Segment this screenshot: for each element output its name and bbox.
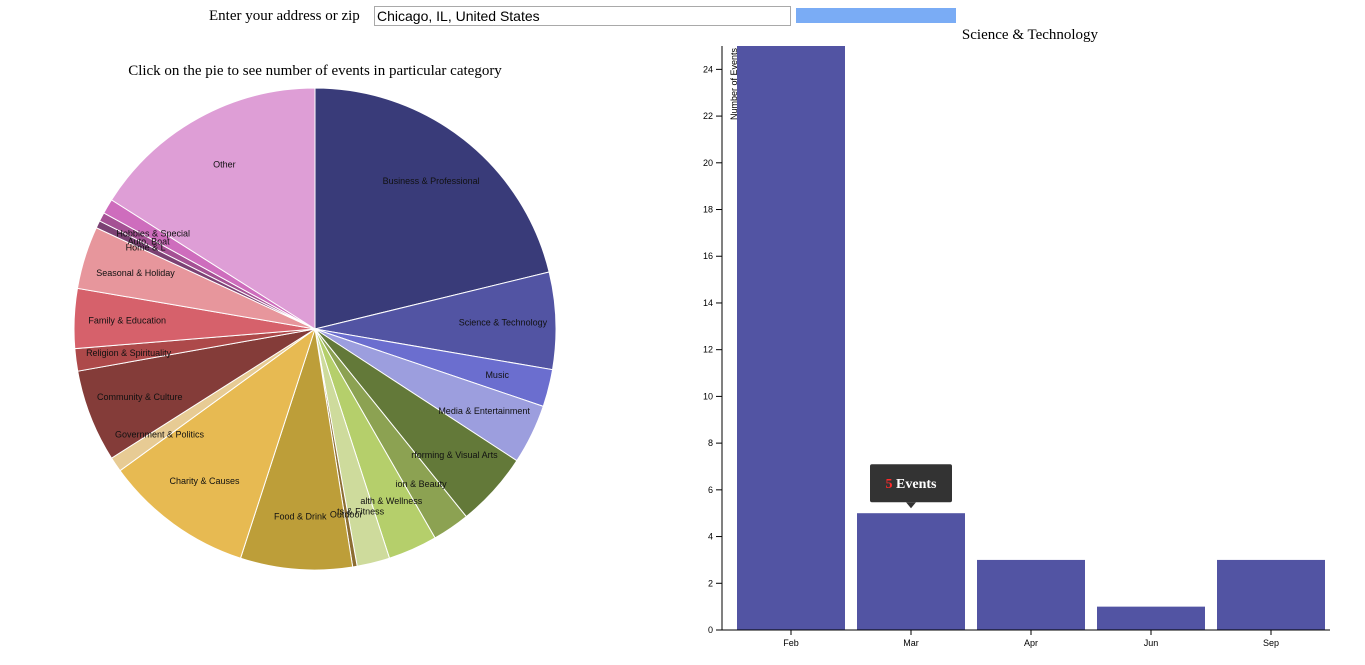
pie-slices[interactable] [73,87,557,571]
bar-chart-title: Science & Technology [962,27,1099,43]
pie-label-auto-boat-air: Auto, Boat [128,237,171,247]
y-tick-label: 2 [708,578,713,588]
pie-slice-charity-causes[interactable] [119,327,316,559]
bars[interactable] [737,46,1325,630]
pie-label-hobbies-special-interest: Hobbies & Special [116,228,190,238]
pie-label-community-culture: Community & Culture [97,392,183,402]
tooltip-suffix: Events [893,477,938,492]
x-tick-label: Mar [903,638,919,648]
y-tick-label: 14 [703,298,713,308]
bar-apr[interactable] [977,559,1085,630]
y-tick-label: 16 [703,251,713,261]
y-tick-label: 6 [708,485,713,495]
y-tick-label: 12 [703,345,713,355]
bar-feb[interactable] [737,46,845,630]
y-tick-label: 20 [703,158,713,168]
address-label: Enter your address or zip [209,8,360,24]
x-tick-label: Apr [1024,638,1038,648]
pie-label-seasonal-holiday: Seasonal & Holiday [96,268,175,278]
pie-slice-other[interactable] [110,87,316,330]
pie-slice-food-drink[interactable] [239,328,354,571]
y-tick-label: 22 [703,111,713,121]
tooltip-arrow [906,502,916,509]
bar-mar[interactable] [857,513,965,630]
pie-label-health-wellness: alth & Wellness [360,496,422,506]
y-tick-label: 10 [703,391,713,401]
y-tick-label: 8 [708,438,713,448]
x-axis: Feb Mar Apr Jun Sep [722,629,1330,648]
pie-label-religion-spirituality: Religion & Spirituality [86,348,172,358]
pie-label-outdoor: Outdoor [330,509,363,519]
pie-label-government-politics: Government & Politics [115,430,205,440]
y-tick-label: 0 [708,625,713,635]
x-tick-label: Sep [1263,638,1279,648]
y-tick-label: 24 [703,64,713,74]
pie-label-other: Other [213,159,236,169]
pie-label-sports-fitness: ts & Fitness [337,506,385,516]
pie-label-food-drink: Food & Drink [274,511,327,521]
search-button[interactable] [796,8,956,23]
pie-label-media-entertainment: Media & Entertainment [438,406,530,416]
y-tick-label: 4 [708,532,713,542]
address-input[interactable] [374,6,791,26]
y-tick-label: 18 [703,205,713,215]
address-bar: Enter your address or zip [0,6,1365,28]
bar-jun[interactable] [1097,606,1205,630]
bar-sep[interactable] [1217,559,1325,630]
pie-label-family-education: Family & Education [88,316,166,326]
bar-tooltip: 5 Events [870,464,952,509]
pie-chart[interactable]: Click on the pie to see number of events… [0,40,680,580]
pie-label-fashion-beauty: ion & Beauty [396,479,448,489]
pie-slice-business-professional[interactable] [314,87,550,330]
x-tick-label: Jun [1144,638,1159,648]
tooltip-count: 5 [886,477,893,492]
pie-label-home-lifestyle: Home & L [126,242,166,252]
tooltip-box [870,464,952,503]
x-tick-label: Feb [783,638,799,648]
pie-label-music: Music [485,370,509,380]
pie-label-business-professional: Business & Professional [383,176,480,186]
y-axis-label: Number of Events [729,48,739,121]
tooltip-text: 5 Events [886,477,938,492]
pie-labels: Business & Professional Science & Technol… [86,159,548,521]
pie-label-performing-visual-arts: rforming & Visual Arts [411,450,498,460]
pie-label-science-technology: Science & Technology [459,318,548,328]
pie-label-charity-causes: Charity & Causes [169,476,240,486]
pie-title: Click on the pie to see number of events… [128,63,502,79]
